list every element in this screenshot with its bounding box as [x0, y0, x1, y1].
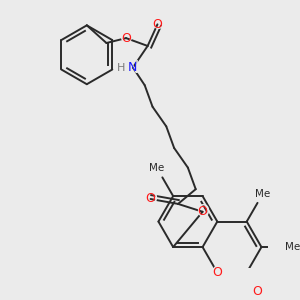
Text: O: O: [196, 203, 209, 221]
Text: O: O: [121, 32, 131, 45]
Text: O: O: [120, 29, 133, 47]
Text: N: N: [128, 61, 138, 74]
Text: O: O: [144, 190, 157, 208]
Text: O: O: [198, 205, 208, 218]
Text: O: O: [253, 285, 262, 298]
Text: Me: Me: [149, 163, 165, 173]
Text: O: O: [151, 15, 164, 33]
Text: O: O: [152, 18, 162, 31]
Text: O: O: [212, 266, 222, 279]
Text: Me: Me: [255, 189, 270, 200]
Text: O: O: [146, 193, 155, 206]
Text: O: O: [251, 282, 264, 300]
Text: N: N: [127, 58, 139, 76]
Text: H: H: [117, 62, 125, 73]
Text: Me: Me: [285, 242, 300, 252]
Text: O: O: [211, 263, 224, 281]
